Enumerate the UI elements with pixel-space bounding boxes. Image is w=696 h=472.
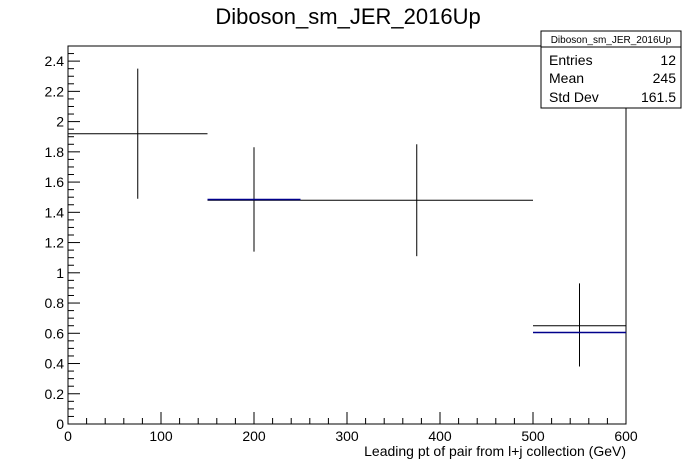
stats-mean-label: Mean: [549, 70, 584, 86]
y-tick-label: 2: [56, 114, 64, 130]
axes: 0 100 200 300 400 500 600 0 0.2 0.4 0.6 0.8 1 1.2 1.4 1…: [45, 45, 638, 444]
x-tick-label: 400: [428, 428, 452, 444]
chart-title: Diboson_sm_JER_2016Up: [215, 4, 480, 29]
stats-entries-label: Entries: [549, 52, 593, 68]
y-tick-label: 0.6: [45, 325, 65, 341]
x-tick-label: 100: [149, 428, 173, 444]
y-tick-label: 2.4: [45, 53, 65, 69]
y-tick-label: 1: [56, 265, 64, 281]
stats-mean-value: 245: [653, 70, 677, 86]
stats-entries-value: 12: [660, 52, 676, 68]
y-tick-label: 1.2: [45, 235, 65, 251]
y-tick-label: 0: [56, 416, 64, 432]
data-marks: [68, 68, 626, 367]
stats-box: Diboson_sm_JER_2016Up Entries 12 Mean 24…: [540, 30, 682, 109]
y-tick-label: 0.4: [45, 356, 65, 372]
x-tick-label: 300: [335, 428, 359, 444]
y-tick-label: 1.4: [45, 204, 65, 220]
y-tick-label: 0.2: [45, 386, 65, 402]
stats-stddev-label: Std Dev: [549, 89, 599, 105]
x-tick-label: 500: [521, 428, 545, 444]
y-tick-label: 1.6: [45, 174, 65, 190]
x-tick-label: 0: [64, 428, 72, 444]
y-tick-label: 0.8: [45, 295, 65, 311]
y-tick-label: 2.2: [45, 83, 65, 99]
stats-stddev-value: 161.5: [641, 89, 676, 105]
y-tick-label: 1.8: [45, 144, 65, 160]
x-tick-label: 200: [242, 428, 266, 444]
x-axis-label: Leading pt of pair from l+j collection (…: [364, 443, 626, 459]
stats-box-title: Diboson_sm_JER_2016Up: [551, 35, 672, 46]
x-tick-label: 600: [614, 428, 638, 444]
